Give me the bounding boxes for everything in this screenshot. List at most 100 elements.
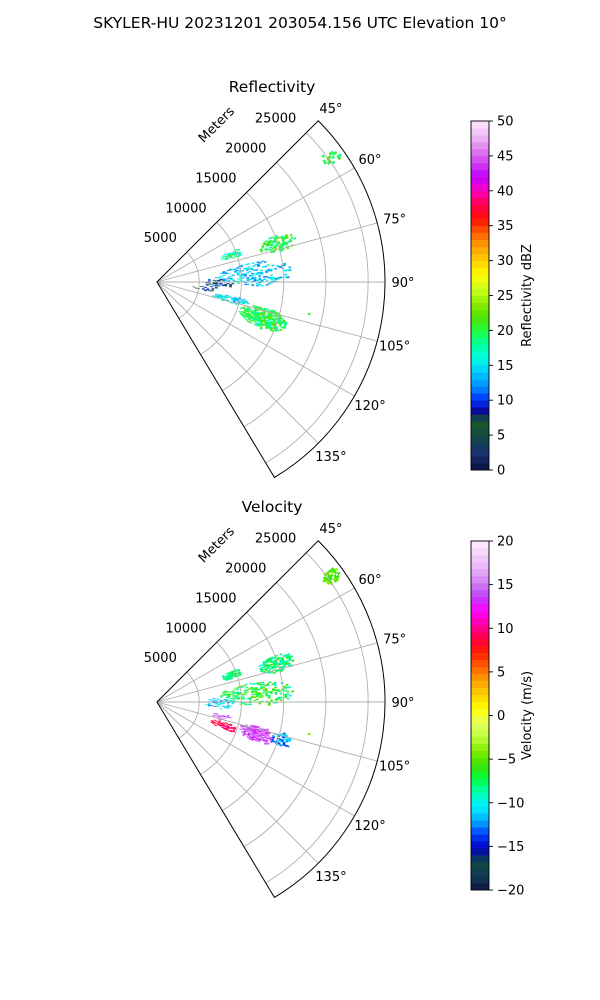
colorbar-swatch	[471, 225, 489, 234]
echo-gate	[218, 720, 222, 722]
range-tick-label: 10000	[165, 621, 206, 636]
colorbar-swatch	[471, 379, 489, 387]
echo-gate	[219, 279, 223, 281]
echo-gate	[217, 698, 221, 701]
colorbar-swatch	[471, 806, 489, 814]
colorbar-tick-label: 30	[497, 254, 514, 269]
colorbar-swatch	[471, 162, 489, 171]
echo-gate	[334, 567, 338, 572]
echo-gate	[286, 276, 290, 279]
echo-gate	[227, 272, 230, 275]
echo-gate	[224, 279, 228, 281]
echo-gate	[232, 696, 236, 698]
echo-gate	[224, 296, 227, 299]
echo-gate	[217, 285, 221, 287]
echo-gate	[223, 298, 227, 300]
colorbar-swatch	[471, 148, 489, 157]
range-tick-label: 25000	[255, 532, 296, 547]
echo-gate	[274, 686, 277, 689]
echo-gate	[222, 274, 226, 276]
colorbar: −20 −15 −10 −5 0 5 10 15 20 Velocity (m/s)	[470, 535, 535, 899]
azimuth-gridline	[156, 281, 355, 397]
echo-gate	[245, 269, 249, 271]
echo-gate	[227, 729, 231, 732]
echo-gate	[241, 274, 245, 276]
range-ring	[265, 552, 369, 884]
echo-gate	[266, 684, 270, 686]
echo-gate	[226, 699, 230, 701]
range-tick-label: 15000	[195, 171, 236, 186]
colorbar-swatch	[471, 827, 489, 835]
colorbar-swatch	[471, 365, 489, 373]
range-ring	[178, 251, 200, 319]
echo-gate	[223, 280, 226, 282]
echo-gate	[237, 698, 240, 700]
echo-gate	[232, 699, 236, 701]
echo-gate	[249, 308, 252, 311]
echo-gate	[223, 253, 227, 256]
echo-gate	[238, 310, 242, 313]
colorbar-swatch	[471, 652, 489, 661]
echo-gate	[338, 153, 342, 158]
echo-gate	[241, 702, 245, 704]
echo-gate	[248, 274, 252, 277]
echo-gate	[248, 268, 251, 270]
colorbar-swatch	[471, 295, 489, 303]
colorbar-tick-label: −15	[497, 840, 524, 855]
echo-gate	[288, 269, 292, 272]
colorbar-swatch	[471, 750, 489, 758]
echo-gate	[272, 736, 276, 739]
echo-gate	[243, 689, 247, 692]
echo-gate	[285, 740, 289, 743]
echo-gate	[248, 688, 251, 690]
echo-gate	[259, 327, 263, 330]
echo-gate	[259, 681, 262, 684]
echo-gate	[250, 268, 254, 271]
echo-gate	[277, 277, 281, 280]
echo-gate	[210, 705, 213, 707]
echo-gate	[255, 273, 259, 275]
colorbar-swatch	[471, 281, 489, 289]
colorbar-label: Reflectivity dBZ	[520, 244, 535, 347]
colorbar-swatch	[471, 862, 489, 870]
echo-gate	[259, 684, 263, 686]
echo-gate	[219, 708, 223, 710]
echo-gate	[336, 574, 341, 579]
echo-gate	[227, 723, 230, 726]
echo-gate	[260, 272, 264, 275]
echo-gate	[234, 271, 238, 274]
colorbar-swatch	[471, 386, 489, 394]
echo-gate	[234, 303, 238, 306]
azimuth-tick-label: 45°	[319, 522, 342, 537]
echo-gate	[275, 699, 278, 701]
colorbar-swatch	[471, 694, 489, 702]
echo-gate	[192, 286, 196, 288]
echo-gate	[229, 275, 233, 277]
echo-gate	[220, 272, 223, 275]
echo-gate	[239, 728, 243, 731]
range-axis-label: Meters	[196, 104, 238, 146]
echo-gate	[226, 283, 230, 285]
echo-gate	[226, 702, 230, 704]
echo-gate	[236, 694, 240, 696]
echo-gate	[229, 256, 233, 259]
range-tick-label: 20000	[225, 562, 266, 577]
echo-gate	[257, 726, 260, 729]
colorbar-swatch	[471, 323, 489, 331]
echo-gate	[260, 285, 264, 287]
echo-gate	[234, 255, 238, 258]
colorbar-swatch	[471, 442, 489, 450]
echo-gate	[267, 732, 271, 735]
colorbar-swatch	[471, 176, 489, 185]
echo-gate	[284, 276, 288, 279]
colorbar-tick-label: 40	[497, 184, 514, 199]
echo-gate	[226, 697, 230, 699]
echo-gate	[286, 686, 289, 689]
colorbar-swatch	[471, 785, 489, 793]
echo-gate	[269, 692, 273, 694]
echo-gate	[210, 283, 214, 285]
azimuth-gridline	[156, 281, 319, 444]
echo-gate	[258, 275, 262, 277]
range-ring	[265, 132, 369, 464]
echo-gate	[279, 692, 283, 695]
